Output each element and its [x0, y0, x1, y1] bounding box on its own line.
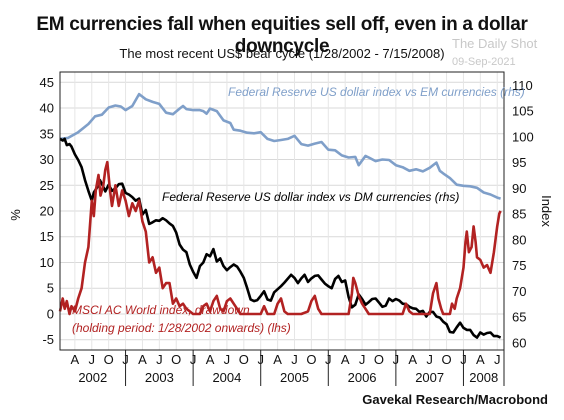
chart-subtitle: The most recent US$ bear cycle (1/28/200…	[119, 46, 445, 61]
chart-title: EM currencies fall when equities sell of…	[36, 14, 528, 57]
x-tick-month: J	[224, 352, 231, 367]
x-tick-month: A	[408, 352, 417, 367]
msci-series-label-line1: MSCI AC World index, drawdown	[72, 303, 250, 317]
y-tick-right: 70	[512, 284, 526, 299]
x-tick-year: 2003	[145, 370, 174, 385]
x-tick-month: J	[89, 352, 96, 367]
x-tick-month: A	[476, 352, 485, 367]
x-tick-month: A	[71, 352, 80, 367]
x-tick-month: A	[206, 352, 215, 367]
msci-series-label-line2: (holding period: 1/28/2002 onwards) (lhs…	[72, 321, 291, 335]
source-note: Gavekal Research/Macrobond	[362, 392, 548, 407]
y-tick-left: 25	[40, 178, 54, 193]
watermark-title: The Daily Shot	[452, 36, 538, 51]
y-tick-left: -5	[42, 332, 54, 347]
x-tick-month: A	[138, 352, 147, 367]
x-tick-year: 2007	[415, 370, 444, 385]
x-tick-year: 2002	[78, 370, 107, 385]
x-tick-year: 2008	[469, 370, 498, 385]
x-tick-month: A	[341, 352, 350, 367]
x-tick-month: O	[239, 352, 249, 367]
y-tick-left: 20	[40, 204, 54, 219]
tick-layer: -5 0 5 10 15 20 25 30 35 40 45 60 65 70 75 80 85 90 95 100 1…	[40, 75, 534, 386]
series-line-3	[58, 160, 502, 316]
y-tick-left: 15	[40, 229, 54, 244]
plot-frame	[59, 71, 505, 351]
dm-series-label: Federal Reserve US dollar index vs DM cu…	[162, 190, 459, 204]
y-tick-right: 75	[512, 258, 526, 273]
series-layer	[58, 92, 502, 339]
x-tick-year: 2006	[348, 370, 377, 385]
x-tick-month: O	[374, 352, 384, 367]
y-tick-left: 40	[40, 101, 54, 116]
y-tick-right: 60	[512, 335, 526, 350]
watermark-date: 09-Sep-2021	[452, 56, 516, 68]
series-line-2	[59, 137, 502, 339]
x-tick-year: 2005	[280, 370, 309, 385]
y-tick-right: 110	[512, 78, 533, 93]
x-tick-year: 2004	[212, 370, 241, 385]
y-tick-left: 35	[40, 126, 54, 141]
x-tick-month: O	[306, 352, 316, 367]
y-axis-right-label: Index	[539, 195, 554, 227]
y-tick-right: 80	[512, 232, 526, 247]
y-tick-right: 65	[512, 310, 526, 325]
y-tick-right: 95	[512, 155, 526, 170]
x-tick-month: O	[104, 352, 114, 367]
x-tick-month: J	[291, 352, 298, 367]
y-tick-right: 100	[512, 129, 534, 144]
y-tick-left: 5	[47, 281, 54, 296]
grid-layer	[60, 72, 504, 350]
x-tick-month: J	[494, 352, 501, 367]
y-axis-left-label: %	[8, 209, 23, 221]
x-tick-month: O	[171, 352, 181, 367]
x-tick-month: J	[156, 352, 163, 367]
y-tick-left: 0	[47, 306, 54, 321]
y-tick-right: 90	[512, 181, 526, 196]
y-tick-left: 10	[40, 255, 54, 270]
y-tick-right: 105	[512, 104, 534, 119]
y-tick-left: 45	[40, 75, 54, 90]
x-tick-month: J	[426, 352, 433, 367]
y-tick-right: 85	[512, 207, 526, 222]
x-tick-month: J	[359, 352, 366, 367]
x-tick-month: A	[273, 352, 282, 367]
x-tick-month: O	[441, 352, 451, 367]
em-series-label: Federal Reserve US dollar index vs EM cu…	[228, 85, 525, 99]
series-line-1	[59, 92, 501, 200]
y-tick-left: 30	[40, 152, 54, 167]
